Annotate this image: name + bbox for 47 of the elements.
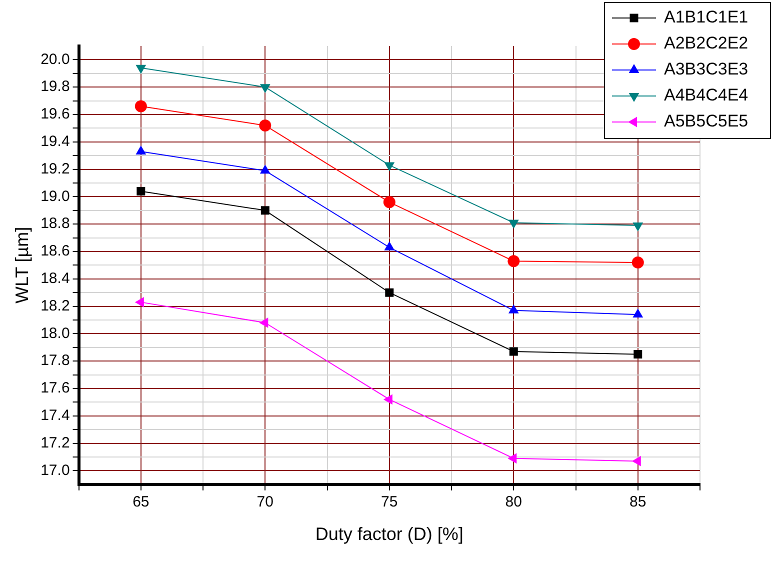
y-tick-label: 19.0 bbox=[40, 188, 70, 205]
x-tick-label: 65 bbox=[132, 494, 150, 511]
point bbox=[134, 296, 144, 308]
point bbox=[260, 164, 270, 174]
x-tick-label: 70 bbox=[256, 494, 274, 511]
y-tick-label: 18.8 bbox=[40, 215, 70, 232]
y-axis-title: WLT [µm] bbox=[12, 226, 32, 304]
y-tick-label: 18.2 bbox=[40, 297, 70, 314]
legend-label: A4B4C4E4 bbox=[664, 86, 748, 105]
legend-label: A1B1C1E1 bbox=[664, 8, 748, 27]
y-tick-label: 20.0 bbox=[40, 50, 70, 68]
legend-label: A5B5C5E5 bbox=[664, 112, 748, 131]
y-tick-label: 17.4 bbox=[40, 407, 70, 424]
x-tick-label: 80 bbox=[505, 494, 522, 511]
point bbox=[508, 453, 517, 464]
y-tick-label: 19.4 bbox=[40, 133, 70, 150]
point bbox=[383, 196, 396, 208]
point bbox=[259, 119, 272, 132]
y-tick-label: 17.2 bbox=[40, 434, 70, 452]
y-tick-label: 17.6 bbox=[40, 380, 70, 397]
point bbox=[634, 350, 642, 358]
x-tick-label: 75 bbox=[381, 494, 398, 511]
y-tick-label: 17.0 bbox=[40, 462, 70, 479]
y-tick-label: 18.0 bbox=[40, 324, 70, 342]
x-tick-label: 85 bbox=[630, 494, 646, 511]
y-tick-label: 18.4 bbox=[40, 270, 70, 288]
point bbox=[136, 64, 146, 74]
point bbox=[632, 222, 644, 232]
y-tick-label: 19.2 bbox=[40, 160, 70, 178]
y-tick-label: 18.6 bbox=[40, 242, 70, 260]
point bbox=[632, 256, 644, 268]
point bbox=[632, 456, 641, 466]
point bbox=[260, 206, 270, 215]
point bbox=[136, 186, 146, 196]
point bbox=[508, 255, 520, 268]
point bbox=[134, 100, 147, 112]
point bbox=[259, 318, 268, 328]
point bbox=[509, 347, 518, 356]
point bbox=[632, 308, 644, 318]
y-tick-label: 19.6 bbox=[40, 106, 70, 123]
point bbox=[385, 288, 394, 297]
legend-label: A3B3C3E3 bbox=[664, 60, 748, 79]
legend-label: A2B2C2E2 bbox=[664, 34, 748, 53]
point bbox=[383, 394, 392, 405]
y-tick-label: 19.8 bbox=[40, 78, 70, 96]
y-tick-label: 17.8 bbox=[40, 352, 70, 370]
x-axis-title: Duty factor (D) [%] bbox=[315, 524, 464, 544]
